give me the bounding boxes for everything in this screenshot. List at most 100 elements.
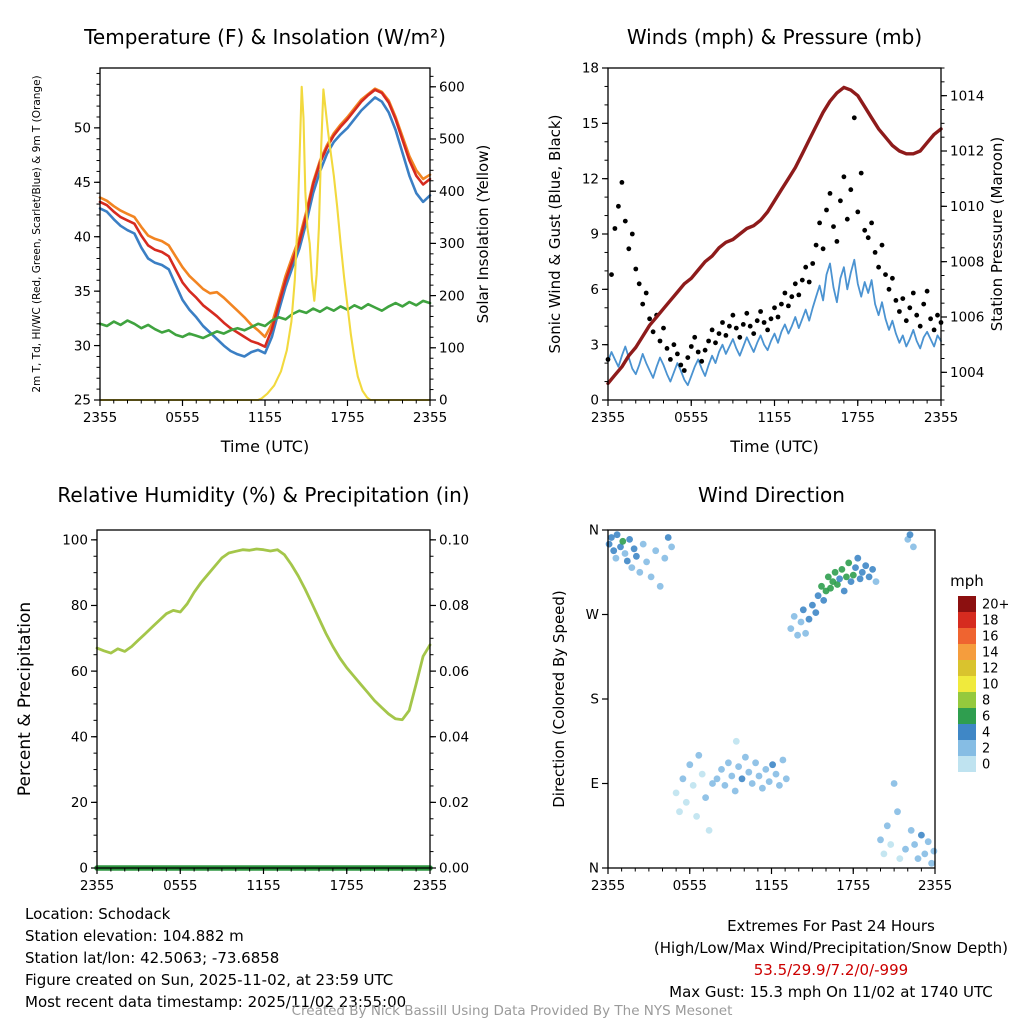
- data-point: [679, 775, 687, 783]
- data-point: [848, 187, 854, 193]
- data-point: [745, 768, 753, 776]
- y-tick-label: N: [589, 523, 599, 539]
- y-tick-label: 12: [582, 171, 599, 187]
- data-point: [759, 784, 766, 792]
- data-point: [706, 338, 711, 344]
- series-wind-gust: [605, 115, 944, 373]
- data-point: [628, 564, 636, 571]
- data-point: [742, 753, 749, 761]
- data-point: [702, 347, 708, 353]
- data-point: [872, 250, 878, 255]
- y-tick-label: 0.06: [439, 664, 469, 680]
- data-point: [623, 557, 631, 565]
- data-point: [890, 780, 898, 787]
- credit-line: Created By Nick Bassill Using Data Provi…: [291, 1003, 733, 1019]
- data-point: [733, 325, 739, 331]
- data-point: [738, 775, 746, 783]
- data-point: [790, 613, 798, 620]
- data-point: [838, 566, 846, 573]
- data-point: [831, 568, 839, 576]
- temperature-insolation-chart: Temperature (F) & Insolation (W/m²)2355 0…: [31, 25, 492, 456]
- data-point: [803, 264, 809, 270]
- data-point: [843, 573, 850, 581]
- data-point: [809, 601, 816, 609]
- y-tick-label: 300: [439, 236, 465, 252]
- data-point: [761, 320, 767, 325]
- plot-frame: [607, 529, 936, 869]
- series-relative-humidity: [95, 547, 432, 722]
- data-point: [751, 331, 757, 336]
- data-point: [840, 587, 848, 595]
- data-point: [852, 564, 859, 571]
- data-point: [847, 578, 855, 585]
- data-point: [661, 554, 669, 562]
- y-tick-label: 100: [439, 340, 465, 356]
- data-point: [914, 855, 922, 862]
- data-point: [612, 554, 620, 562]
- data-point: [671, 342, 677, 348]
- data-point: [727, 323, 732, 329]
- data-point: [775, 314, 781, 320]
- data-point: [794, 631, 801, 639]
- data-point: [862, 562, 870, 570]
- series-line: [98, 87, 432, 339]
- data-point: [725, 759, 732, 767]
- data-point: [805, 615, 813, 623]
- y-tick-label: 1014: [950, 88, 984, 104]
- legend-swatch: [958, 692, 976, 708]
- data-point: [675, 351, 680, 357]
- data-point: [894, 808, 901, 816]
- max-gust: Max Gust: 15.3 mph On 11/02 at 1740 UTC: [669, 983, 993, 1001]
- y-tick-label: 100: [62, 533, 88, 549]
- y-tick-label: 0: [79, 861, 88, 877]
- data-point: [643, 290, 649, 296]
- data-point: [782, 290, 788, 296]
- data-point: [910, 543, 917, 551]
- y-tick-label: 200: [439, 288, 465, 304]
- legend-label: 20+: [982, 598, 1009, 613]
- legend-label: 2: [982, 742, 990, 757]
- data-point: [779, 756, 787, 764]
- data-point: [896, 855, 904, 862]
- x-tick-label: 2355: [80, 878, 114, 894]
- data-point: [656, 582, 664, 590]
- chart-title: Winds (mph) & Pressure (mb): [627, 25, 922, 49]
- legend-label: 10: [982, 678, 999, 693]
- data-point: [695, 751, 703, 759]
- data-point: [630, 545, 638, 553]
- data-point: [802, 629, 809, 637]
- x-tick-label: 2355: [83, 410, 117, 426]
- y-tick-label: 6: [590, 282, 599, 298]
- data-point: [629, 231, 635, 237]
- y-tick-label: 1010: [950, 199, 984, 215]
- data-point: [886, 286, 892, 292]
- data-point: [806, 279, 812, 285]
- data-point: [709, 780, 716, 787]
- series-line: [95, 547, 432, 722]
- plot-frame: [607, 67, 942, 401]
- y-tick-label: 80: [71, 598, 88, 614]
- y-tick-label: 0.00: [439, 861, 469, 877]
- data-point: [698, 770, 706, 778]
- x-tick-label: 2355: [918, 878, 952, 894]
- y-tick-label: W: [586, 607, 599, 623]
- data-point: [705, 827, 713, 834]
- y-axis-label-left: Percent & Precipitation: [15, 602, 35, 796]
- x-tick-label: 1755: [330, 878, 364, 894]
- series-line: [98, 299, 432, 340]
- data-point: [769, 761, 776, 769]
- data-point: [820, 246, 826, 252]
- data-point: [876, 264, 881, 270]
- data-point: [720, 320, 725, 325]
- y-tick-label: 1008: [950, 254, 984, 270]
- data-point: [732, 737, 740, 745]
- series-group: [605, 85, 944, 387]
- data-point: [834, 239, 840, 244]
- legend-swatch: [958, 628, 976, 644]
- series-2m-temperature: [98, 88, 432, 349]
- y-axis-label-right: Solar Insolation (Yellow): [474, 145, 492, 324]
- y-tick-label: 15: [582, 116, 599, 132]
- x-tick-label: 2355: [413, 878, 447, 894]
- data-point: [827, 584, 834, 592]
